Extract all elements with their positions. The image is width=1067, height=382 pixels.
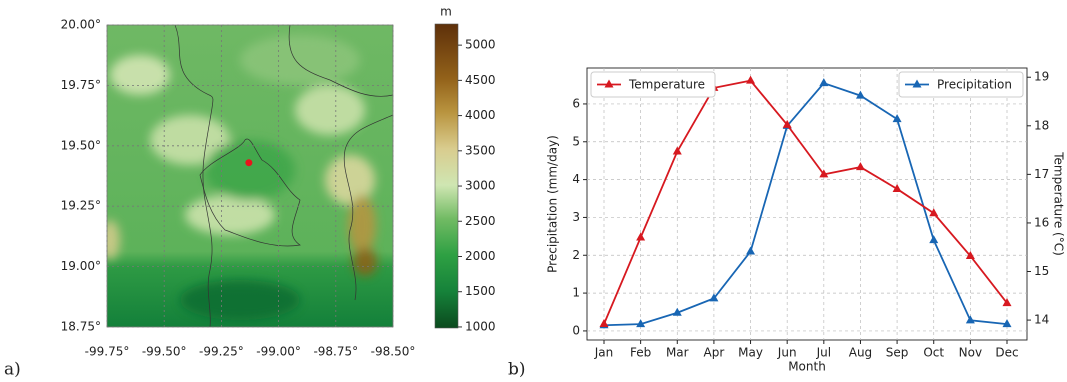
- x-tick-label: Jul: [816, 346, 831, 360]
- x-axis-label: Month: [788, 360, 826, 374]
- x-tick-label: Apr: [704, 346, 725, 360]
- colorbar: [435, 24, 458, 328]
- legend-label: Temperature: [628, 78, 705, 92]
- y-tick-label: 3: [572, 210, 580, 224]
- x-tick-label: -98.50°: [371, 345, 416, 359]
- colorbar-tick-label: 2000: [465, 249, 496, 263]
- terrain: [100, 25, 393, 327]
- y-tick-label: 19.00°: [61, 259, 101, 273]
- y-tick-label: 2: [572, 248, 580, 262]
- y2-tick-label: 14: [1034, 313, 1049, 327]
- point-marker: [929, 235, 938, 243]
- y-tick-label: 0: [572, 323, 580, 337]
- colorbar-tick-label: 1000: [465, 319, 496, 333]
- point-marker: [819, 78, 828, 86]
- y-tick-label: 4: [572, 172, 580, 186]
- colorbar-tick-label: 5000: [465, 38, 496, 52]
- colorbar-tick-label: 4000: [465, 108, 496, 122]
- x-tick-label: Dec: [995, 346, 1018, 360]
- x-tick-label: Oct: [923, 346, 944, 360]
- y-tick-label: 19.50°: [61, 138, 101, 152]
- point-marker: [746, 246, 755, 254]
- series-line: [604, 81, 1007, 324]
- x-tick-label: Sep: [886, 346, 909, 360]
- location-marker: [245, 159, 252, 166]
- y-tick-label: 1: [572, 286, 580, 300]
- figure: -99.75° -99.50° -99.25° -99.00° -98.75° -98.5…: [0, 0, 1067, 382]
- y-axis-label: Precipitation (mm/day): [546, 135, 560, 273]
- x-tick-label: -99.25°: [199, 345, 244, 359]
- point-marker: [929, 208, 938, 216]
- point-marker: [746, 76, 755, 84]
- panel-label: b): [508, 360, 526, 380]
- y-tick-label: 6: [572, 96, 580, 110]
- y-tick-label: 5: [572, 134, 580, 148]
- point-marker: [636, 233, 645, 241]
- point-marker: [856, 162, 865, 170]
- y-tick-label: 19.75°: [61, 78, 101, 92]
- panel-label: a): [4, 360, 21, 380]
- y2-axis-label: Temperature (°C): [1052, 151, 1066, 256]
- x-tick-label: Jan: [594, 346, 614, 360]
- series-line: [604, 83, 1007, 325]
- x-tick-label: Feb: [630, 346, 651, 360]
- point-marker: [600, 319, 609, 327]
- colorbar-tick-label: 1500: [465, 284, 496, 298]
- x-tick-label: -98.75°: [313, 345, 358, 359]
- y-tick-label: 19.25°: [61, 199, 101, 213]
- y-tick-label: 18.75°: [61, 320, 101, 334]
- colorbar-label: m: [440, 5, 452, 19]
- colorbar-tick-label: 2500: [465, 214, 496, 228]
- y2-tick-label: 17: [1034, 167, 1049, 181]
- colorbar-tick-label: 4500: [465, 73, 496, 87]
- x-tick-label: -99.75°: [85, 345, 130, 359]
- legend-label: Precipitation: [937, 78, 1012, 92]
- colorbar-tick-label: 3500: [465, 143, 496, 157]
- y2-tick-label: 19: [1034, 70, 1049, 84]
- x-tick-label: Aug: [849, 346, 872, 360]
- colorbar-tick-label: 3000: [465, 179, 496, 193]
- y2-tick-label: 18: [1034, 118, 1049, 132]
- point-marker: [966, 315, 975, 323]
- x-tick-label: Nov: [959, 346, 982, 360]
- x-tick-label: -99.50°: [142, 345, 187, 359]
- y2-tick-label: 16: [1034, 215, 1049, 229]
- y2-tick-label: 15: [1034, 264, 1049, 278]
- x-tick-label: Jun: [777, 346, 797, 360]
- y-tick-label: 20.00°: [61, 18, 101, 32]
- x-tick-label: -99.00°: [256, 345, 301, 359]
- x-tick-label: Mar: [666, 346, 689, 360]
- x-tick-label: May: [738, 346, 763, 360]
